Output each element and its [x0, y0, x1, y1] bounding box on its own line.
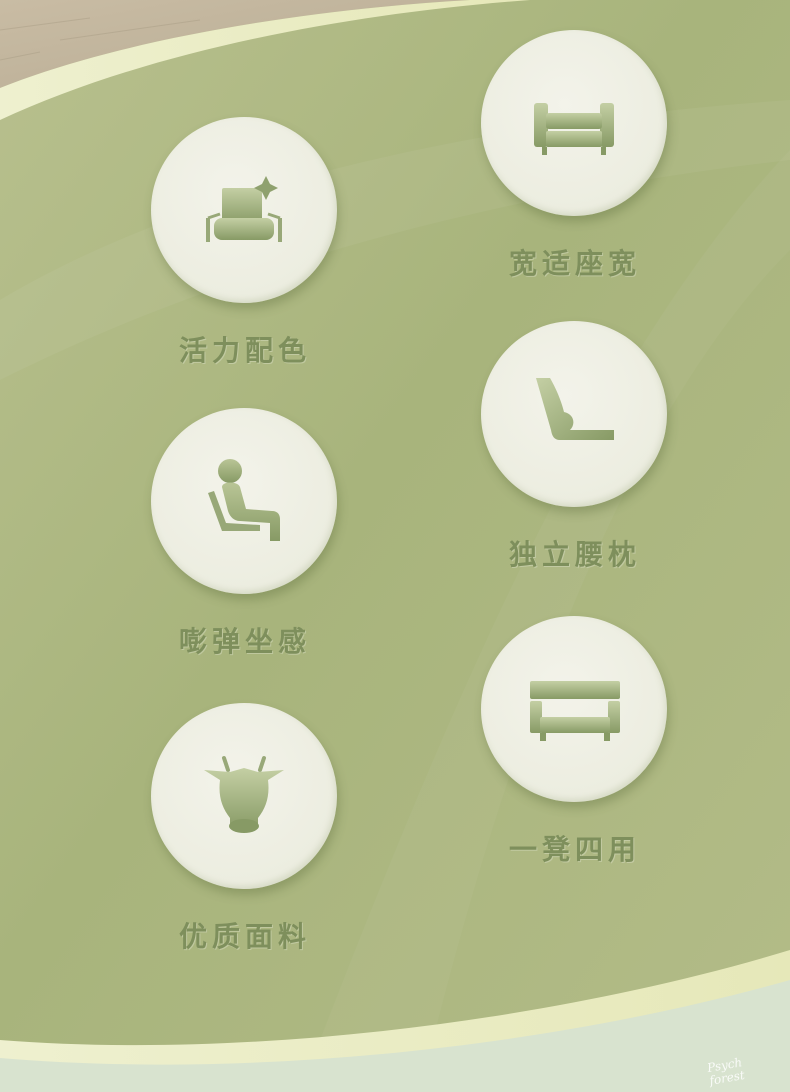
lumbar-pillow-icon [536, 378, 614, 440]
feature-label: 独立腰枕 [508, 538, 641, 571]
feature-icon-badge [481, 616, 667, 802]
seated-person-icon [208, 459, 280, 541]
feature-bouncy-seat: 嘭弹坐感 [151, 408, 339, 658]
cowhide-icon [204, 756, 284, 833]
feature-icon-badge [481, 321, 667, 507]
feature-icon-badge [151, 117, 337, 303]
feature-quality-fabric: 优质面料 [151, 703, 339, 953]
feature-icon-badge [481, 30, 667, 216]
feature-wide-seat: 宽适座宽 [481, 30, 669, 280]
feature-lumbar-pillow: 独立腰枕 [481, 321, 669, 571]
feature-label: 宽适座宽 [508, 247, 641, 280]
convertible-stool-icon [530, 681, 620, 741]
feature-label: 一凳四用 [508, 833, 641, 866]
armchair-sparkle-icon [206, 176, 282, 242]
feature-label: 优质面料 [178, 920, 311, 953]
feature-label: 活力配色 [178, 334, 311, 367]
feature-icon-badge [151, 408, 337, 594]
feature-vibrant-colors: 活力配色 [151, 117, 339, 367]
feature-icon-badge [151, 703, 337, 889]
feature-four-uses: 一凳四用 [481, 616, 669, 866]
feature-label: 嘭弹坐感 [178, 625, 311, 658]
wide-sofa-icon [534, 103, 614, 155]
